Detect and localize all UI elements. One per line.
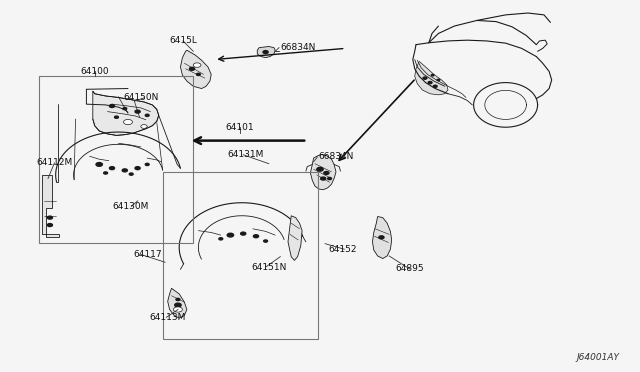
Polygon shape <box>310 154 336 190</box>
Circle shape <box>428 81 432 84</box>
Polygon shape <box>288 216 302 260</box>
Circle shape <box>324 171 329 174</box>
Circle shape <box>96 163 102 166</box>
Circle shape <box>196 73 200 76</box>
Text: 64151N: 64151N <box>252 263 287 272</box>
Text: 64112M: 64112M <box>36 158 73 167</box>
Text: 64895: 64895 <box>395 264 424 273</box>
Circle shape <box>135 110 140 113</box>
Circle shape <box>145 163 149 166</box>
Circle shape <box>124 119 132 125</box>
Polygon shape <box>372 217 392 259</box>
Circle shape <box>317 167 323 171</box>
Circle shape <box>241 232 246 235</box>
Text: 64100: 64100 <box>81 67 109 76</box>
Polygon shape <box>180 50 211 89</box>
Circle shape <box>189 67 195 70</box>
Circle shape <box>145 114 149 116</box>
Text: 64117: 64117 <box>133 250 162 259</box>
Circle shape <box>437 79 440 81</box>
Circle shape <box>173 307 182 312</box>
Text: 64113M: 64113M <box>149 313 186 322</box>
Circle shape <box>219 238 223 240</box>
Circle shape <box>104 172 108 174</box>
Circle shape <box>109 167 115 170</box>
Circle shape <box>141 125 147 128</box>
Circle shape <box>253 235 259 238</box>
Circle shape <box>423 77 427 79</box>
Circle shape <box>122 169 127 172</box>
Bar <box>163 172 318 339</box>
Text: 6415L: 6415L <box>169 36 197 45</box>
Polygon shape <box>257 46 275 58</box>
Circle shape <box>176 298 180 301</box>
Bar <box>39 76 193 243</box>
Circle shape <box>175 303 181 307</box>
Polygon shape <box>168 288 187 318</box>
Text: 64150N: 64150N <box>124 93 159 102</box>
Text: 66834N: 66834N <box>280 43 316 52</box>
Circle shape <box>47 224 52 227</box>
Circle shape <box>431 74 434 76</box>
Text: 64101: 64101 <box>226 123 254 132</box>
Polygon shape <box>42 175 59 237</box>
Circle shape <box>115 116 118 118</box>
Circle shape <box>433 85 437 87</box>
Text: 66834N: 66834N <box>319 153 354 161</box>
Text: 64152: 64152 <box>328 245 357 254</box>
Circle shape <box>135 167 140 170</box>
Polygon shape <box>415 61 448 95</box>
Circle shape <box>129 173 133 175</box>
Text: 64130M: 64130M <box>112 202 148 211</box>
Circle shape <box>123 108 127 110</box>
Circle shape <box>379 236 384 239</box>
Polygon shape <box>93 91 159 135</box>
Circle shape <box>193 63 201 67</box>
Circle shape <box>109 105 115 108</box>
Text: 64131M: 64131M <box>228 150 264 159</box>
Circle shape <box>328 177 332 180</box>
Circle shape <box>321 177 326 180</box>
Circle shape <box>227 233 234 237</box>
Text: J64001AY: J64001AY <box>577 353 620 362</box>
Circle shape <box>263 51 268 54</box>
Circle shape <box>264 240 268 242</box>
Circle shape <box>47 216 52 219</box>
